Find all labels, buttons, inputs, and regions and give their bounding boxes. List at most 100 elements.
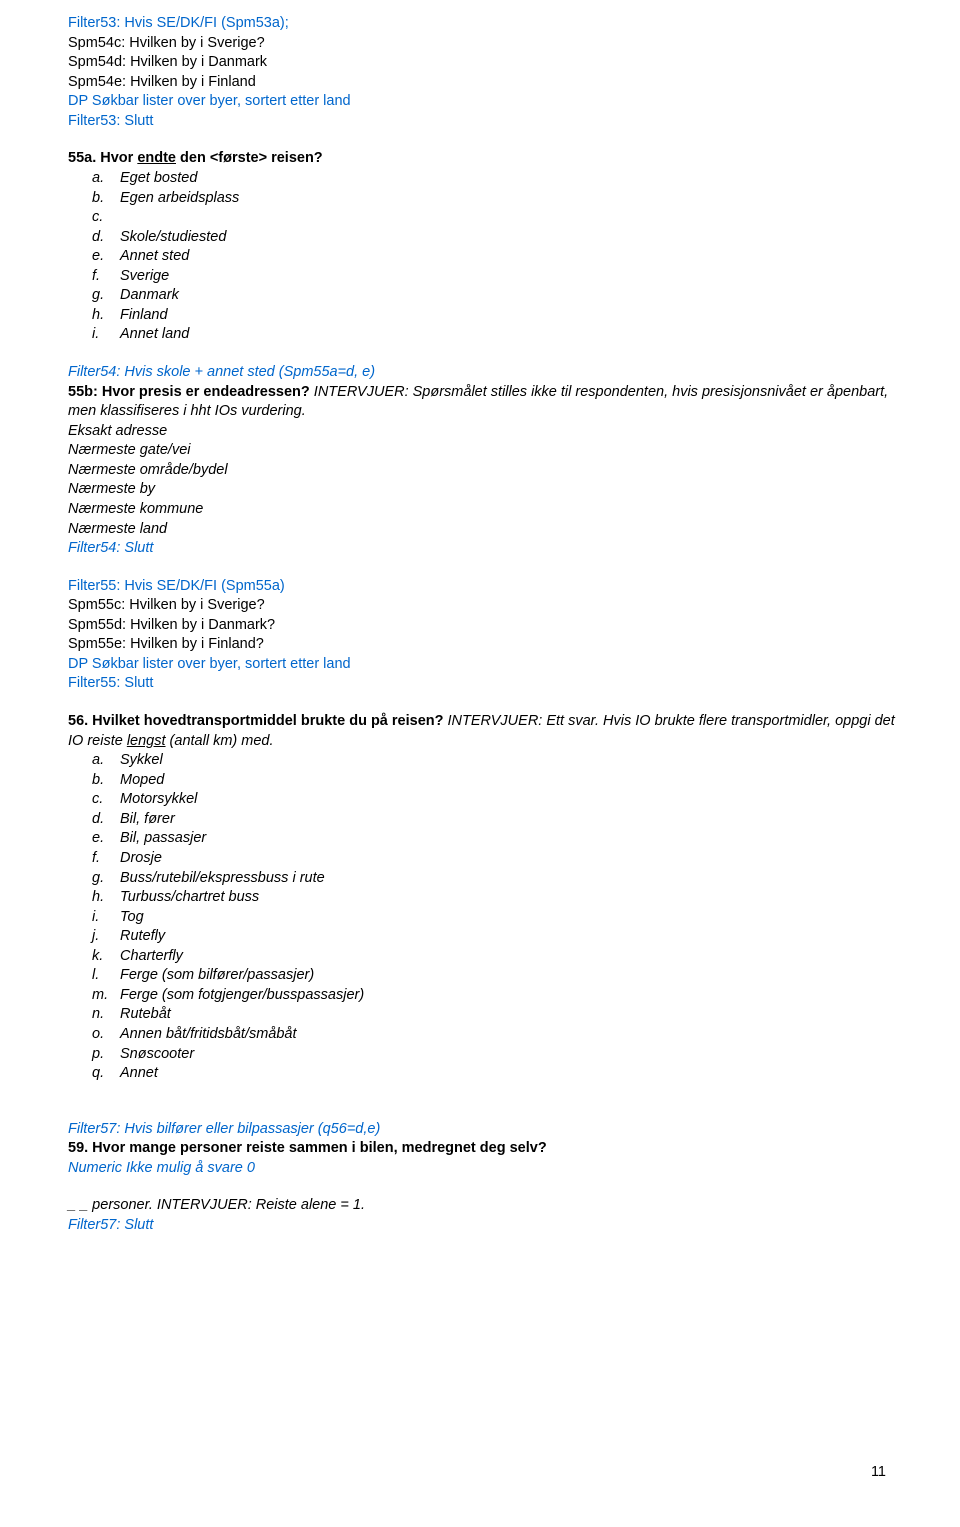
option-letter: n.	[92, 1005, 120, 1025]
option-letter: f.	[92, 849, 120, 869]
q55a-underlined: endte	[137, 150, 176, 166]
option-row: d.Skole/studiested	[92, 228, 904, 248]
option-row: k.Charterfly	[92, 947, 904, 967]
option-text: Finland	[120, 306, 904, 326]
option-row: h.Turbuss/chartret buss	[92, 888, 904, 908]
option-letter: i.	[92, 325, 120, 345]
option-letter: b.	[92, 189, 120, 209]
filter54-item: Nærmeste land	[68, 520, 904, 540]
option-row: c.	[92, 208, 904, 228]
option-text: Sykkel	[120, 751, 904, 771]
q56-block: 56. Hvilket hovedtransportmiddel brukte …	[68, 712, 904, 1084]
filter57-end: Filter57: Slutt	[68, 1216, 904, 1236]
option-letter: f.	[92, 267, 120, 287]
intro-block: Filter53: Hvis SE/DK/FI (Spm53a); Spm54c…	[68, 14, 904, 131]
filter55-head: Filter55: Hvis SE/DK/FI (Spm55a)	[68, 577, 904, 597]
option-row: p.Snøscooter	[92, 1045, 904, 1065]
q55a-question: 55a. Hvor endte den <første> reisen?	[68, 149, 904, 169]
option-text: Ferge (som bilfører/passasjer)	[120, 966, 904, 986]
option-row: d.Bil, fører	[92, 810, 904, 830]
option-row: c.Motorsykkel	[92, 790, 904, 810]
option-text: Rutebåt	[120, 1005, 904, 1025]
option-text: Snøscooter	[120, 1045, 904, 1065]
q55a-num: 55a. Hvor	[68, 150, 137, 166]
option-row: a.Eget bosted	[92, 169, 904, 189]
option-text: Drosje	[120, 849, 904, 869]
option-row: g.Buss/rutebil/ekspressbuss i rute	[92, 869, 904, 889]
option-letter: h.	[92, 888, 120, 908]
q56-it2: (antall km) med.	[166, 733, 274, 749]
option-row: b.Egen arbeidsplass	[92, 189, 904, 209]
option-letter: c.	[92, 208, 120, 228]
option-text: Charterfly	[120, 947, 904, 967]
option-text: Rutefly	[120, 927, 904, 947]
q56-options: a.Sykkel b.Moped c.Motorsykkel d.Bil, fø…	[68, 751, 904, 1084]
filter54-head: Filter54: Hvis skole + annet sted (Spm55…	[68, 363, 904, 383]
option-letter: a.	[92, 169, 120, 189]
q59-it: INTERVJUER: Reiste alene = 1.	[153, 1197, 365, 1213]
filter53-head: Filter53: Hvis SE/DK/FI (Spm53a);	[68, 14, 904, 34]
option-letter: q.	[92, 1064, 120, 1084]
option-row: o.Annen båt/fritidsbåt/småbåt	[92, 1025, 904, 1045]
q55a-rest: den <første> reisen?	[176, 150, 323, 166]
q55a-options: a.Eget bosted b.Egen arbeidsplass c. d.S…	[68, 169, 904, 345]
q59-answer: _ _ personer. INTERVJUER: Reiste alene =…	[68, 1196, 904, 1216]
option-letter: i.	[92, 908, 120, 928]
filter54-item: Nærmeste område/bydel	[68, 461, 904, 481]
option-letter: g.	[92, 286, 120, 306]
option-letter: d.	[92, 810, 120, 830]
option-text: Motorsykkel	[120, 790, 904, 810]
filter55-block: Filter55: Hvis SE/DK/FI (Spm55a) Spm55c:…	[68, 577, 904, 694]
spm55d: Spm55d: Hvilken by i Danmark?	[68, 616, 904, 636]
filter55-end: Filter55: Slutt	[68, 674, 904, 694]
option-letter: h.	[92, 306, 120, 326]
option-letter: b.	[92, 771, 120, 791]
option-row: b.Moped	[92, 771, 904, 791]
document-page: Filter53: Hvis SE/DK/FI (Spm53a); Spm54c…	[0, 0, 960, 1527]
option-text: Eget bosted	[120, 169, 904, 189]
option-row: q.Annet	[92, 1064, 904, 1084]
option-text: Skole/studiested	[120, 228, 904, 248]
option-letter: e.	[92, 829, 120, 849]
spm55c: Spm55c: Hvilken by i Sverige?	[68, 596, 904, 616]
option-letter: l.	[92, 966, 120, 986]
option-letter: p.	[92, 1045, 120, 1065]
option-text: Annet land	[120, 325, 904, 345]
option-letter: k.	[92, 947, 120, 967]
q55b-bold: 55b: Hvor presis er endeadressen?	[68, 384, 310, 400]
option-text: Tog	[120, 908, 904, 928]
filter54-item: Nærmeste kommune	[68, 500, 904, 520]
filter55-dp: DP Søkbar lister over byer, sortert ette…	[68, 655, 904, 675]
filter54-end: Filter54: Slutt	[68, 539, 904, 559]
option-letter: j.	[92, 927, 120, 947]
q59: 59. Hvor mange personer reiste sammen i …	[68, 1139, 904, 1159]
spm54c: Spm54c: Hvilken by i Sverige?	[68, 34, 904, 54]
option-letter: e.	[92, 247, 120, 267]
spm54d: Spm54d: Hvilken by i Danmark	[68, 53, 904, 73]
option-row: e.Bil, passasjer	[92, 829, 904, 849]
option-text: Turbuss/chartret buss	[120, 888, 904, 908]
page-number: 11	[871, 1463, 886, 1483]
numeric-note: Numeric Ikke mulig å svare 0	[68, 1159, 904, 1179]
q55a-block: 55a. Hvor endte den <første> reisen? a.E…	[68, 149, 904, 345]
option-letter: c.	[92, 790, 120, 810]
option-letter: d.	[92, 228, 120, 248]
q56-underlined: lengst	[127, 733, 166, 749]
spm54e: Spm54e: Hvilken by i Finland	[68, 73, 904, 93]
q59-plain: _ _ personer.	[68, 1197, 153, 1213]
option-text: Bil, passasjer	[120, 829, 904, 849]
option-row: f.Sverige	[92, 267, 904, 287]
option-row: j.Rutefly	[92, 927, 904, 947]
option-row: a.Sykkel	[92, 751, 904, 771]
option-text: Annet sted	[120, 247, 904, 267]
option-row: m.Ferge (som fotgjenger/busspassasjer)	[92, 986, 904, 1006]
filter54-item: Nærmeste gate/vei	[68, 441, 904, 461]
option-text: Moped	[120, 771, 904, 791]
filter53-end: Filter53: Slutt	[68, 112, 904, 132]
option-row: f.Drosje	[92, 849, 904, 869]
option-letter: m.	[92, 986, 120, 1006]
option-text: Annen båt/fritidsbåt/småbåt	[120, 1025, 904, 1045]
spm55e: Spm55e: Hvilken by i Finland?	[68, 635, 904, 655]
filter54-block: Filter54: Hvis skole + annet sted (Spm55…	[68, 363, 904, 559]
filter54-item: Eksakt adresse	[68, 422, 904, 442]
